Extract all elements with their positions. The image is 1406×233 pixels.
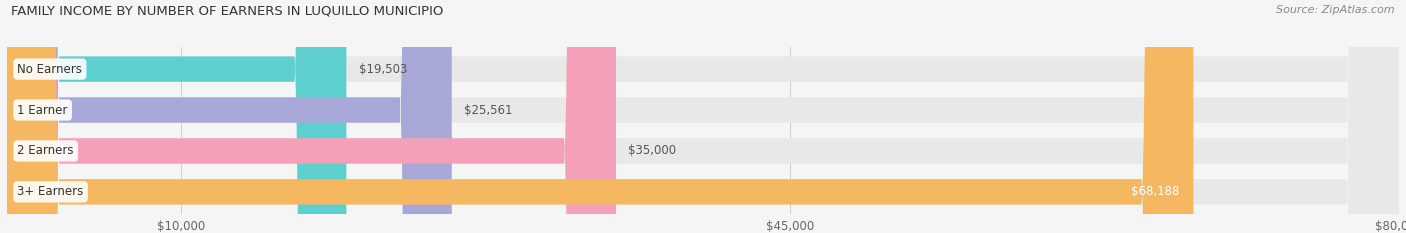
Text: FAMILY INCOME BY NUMBER OF EARNERS IN LUQUILLO MUNICIPIO: FAMILY INCOME BY NUMBER OF EARNERS IN LU… <box>11 5 444 18</box>
Text: Source: ZipAtlas.com: Source: ZipAtlas.com <box>1277 5 1395 15</box>
FancyBboxPatch shape <box>7 0 346 233</box>
FancyBboxPatch shape <box>7 0 1399 233</box>
FancyBboxPatch shape <box>7 0 1399 233</box>
Text: 1 Earner: 1 Earner <box>17 103 67 116</box>
Text: $19,503: $19,503 <box>359 63 406 75</box>
FancyBboxPatch shape <box>7 0 616 233</box>
Text: 3+ Earners: 3+ Earners <box>17 185 84 198</box>
Text: $35,000: $35,000 <box>628 144 676 158</box>
Text: $68,188: $68,188 <box>1132 185 1180 198</box>
FancyBboxPatch shape <box>7 0 1194 233</box>
FancyBboxPatch shape <box>7 0 451 233</box>
Text: 2 Earners: 2 Earners <box>17 144 75 158</box>
FancyBboxPatch shape <box>7 0 1399 233</box>
Text: $25,561: $25,561 <box>464 103 512 116</box>
Text: No Earners: No Earners <box>17 63 83 75</box>
FancyBboxPatch shape <box>7 0 1399 233</box>
